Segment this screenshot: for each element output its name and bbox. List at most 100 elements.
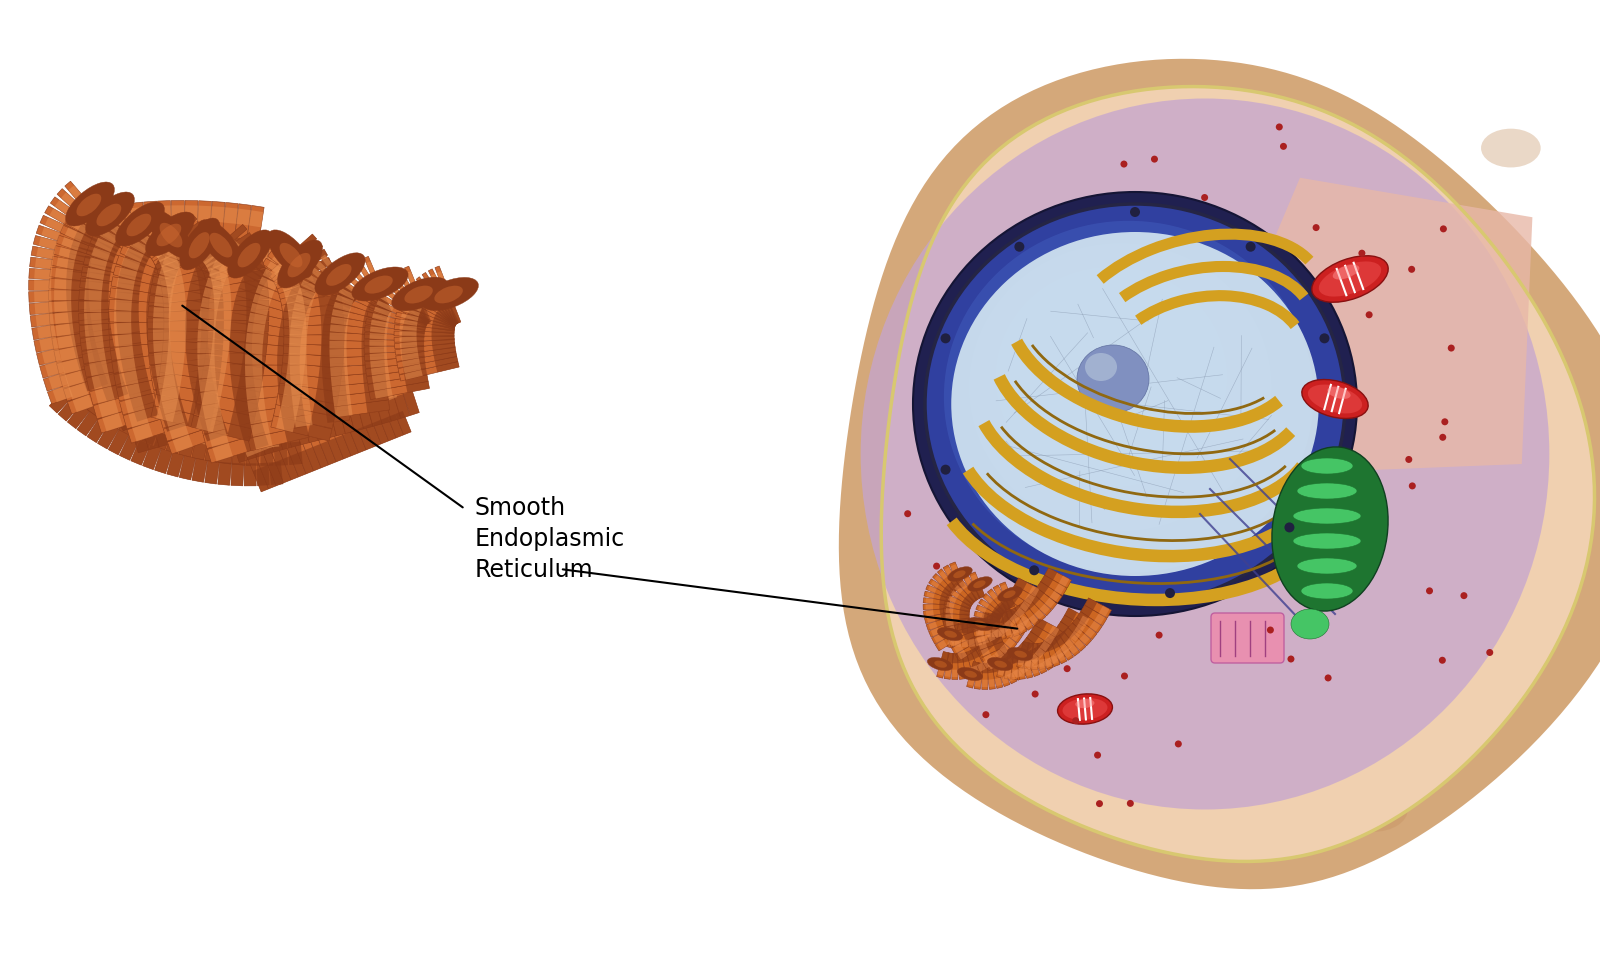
Polygon shape bbox=[130, 381, 166, 441]
Polygon shape bbox=[278, 244, 299, 299]
Polygon shape bbox=[186, 309, 208, 321]
Polygon shape bbox=[278, 336, 301, 348]
Polygon shape bbox=[218, 333, 230, 351]
Ellipse shape bbox=[968, 617, 992, 630]
Polygon shape bbox=[195, 295, 219, 355]
Polygon shape bbox=[979, 599, 1003, 617]
Polygon shape bbox=[166, 235, 222, 272]
Polygon shape bbox=[170, 320, 187, 331]
Polygon shape bbox=[104, 335, 142, 393]
Polygon shape bbox=[197, 342, 214, 354]
Polygon shape bbox=[64, 371, 125, 401]
Polygon shape bbox=[949, 630, 974, 647]
Polygon shape bbox=[211, 338, 230, 351]
Polygon shape bbox=[245, 464, 256, 486]
Polygon shape bbox=[149, 296, 210, 312]
Polygon shape bbox=[394, 361, 408, 380]
Polygon shape bbox=[40, 215, 98, 248]
Ellipse shape bbox=[280, 243, 302, 267]
Polygon shape bbox=[923, 603, 949, 609]
Polygon shape bbox=[206, 270, 267, 289]
Polygon shape bbox=[50, 279, 109, 292]
Polygon shape bbox=[203, 292, 227, 352]
Polygon shape bbox=[195, 335, 211, 356]
Polygon shape bbox=[280, 319, 304, 332]
Polygon shape bbox=[301, 241, 323, 260]
Polygon shape bbox=[48, 372, 109, 404]
Polygon shape bbox=[1040, 642, 1050, 653]
Polygon shape bbox=[403, 293, 456, 327]
Polygon shape bbox=[238, 366, 253, 386]
Polygon shape bbox=[322, 338, 344, 348]
Polygon shape bbox=[208, 309, 269, 321]
Polygon shape bbox=[99, 385, 118, 405]
Polygon shape bbox=[162, 345, 192, 404]
Polygon shape bbox=[1080, 633, 1090, 644]
Polygon shape bbox=[75, 366, 94, 386]
Polygon shape bbox=[117, 358, 136, 373]
Polygon shape bbox=[85, 191, 130, 242]
Polygon shape bbox=[67, 404, 90, 429]
Polygon shape bbox=[83, 312, 102, 332]
Polygon shape bbox=[218, 462, 232, 485]
Polygon shape bbox=[1085, 628, 1096, 638]
Polygon shape bbox=[205, 259, 264, 282]
Polygon shape bbox=[285, 346, 344, 356]
Polygon shape bbox=[238, 411, 254, 434]
Polygon shape bbox=[1014, 624, 1026, 634]
Polygon shape bbox=[944, 602, 970, 612]
Polygon shape bbox=[952, 583, 974, 604]
Polygon shape bbox=[157, 347, 173, 371]
Polygon shape bbox=[200, 390, 219, 405]
Polygon shape bbox=[77, 385, 99, 409]
Polygon shape bbox=[402, 325, 426, 335]
Polygon shape bbox=[122, 257, 146, 273]
Polygon shape bbox=[242, 353, 266, 367]
Polygon shape bbox=[205, 331, 219, 355]
Polygon shape bbox=[322, 414, 336, 438]
Polygon shape bbox=[402, 358, 419, 367]
Polygon shape bbox=[445, 303, 459, 324]
Polygon shape bbox=[158, 257, 218, 281]
Ellipse shape bbox=[994, 660, 1006, 668]
Polygon shape bbox=[109, 365, 128, 386]
Polygon shape bbox=[403, 391, 419, 415]
Polygon shape bbox=[362, 348, 384, 357]
Polygon shape bbox=[277, 374, 301, 386]
Polygon shape bbox=[272, 259, 288, 275]
Polygon shape bbox=[274, 404, 334, 428]
Polygon shape bbox=[246, 310, 269, 321]
Polygon shape bbox=[226, 362, 242, 387]
Polygon shape bbox=[66, 370, 85, 387]
Polygon shape bbox=[266, 314, 286, 375]
Polygon shape bbox=[157, 374, 176, 388]
Polygon shape bbox=[1005, 610, 1014, 622]
Polygon shape bbox=[184, 414, 200, 438]
Polygon shape bbox=[291, 320, 309, 330]
Polygon shape bbox=[141, 296, 158, 314]
Polygon shape bbox=[93, 389, 155, 419]
Polygon shape bbox=[38, 336, 58, 351]
Polygon shape bbox=[187, 358, 211, 372]
Polygon shape bbox=[403, 321, 426, 332]
Polygon shape bbox=[162, 392, 179, 417]
Polygon shape bbox=[374, 291, 429, 326]
Polygon shape bbox=[222, 281, 253, 342]
Ellipse shape bbox=[392, 278, 448, 310]
Polygon shape bbox=[42, 227, 61, 241]
Polygon shape bbox=[245, 268, 267, 286]
Polygon shape bbox=[154, 340, 171, 352]
Polygon shape bbox=[205, 298, 218, 316]
Polygon shape bbox=[1080, 605, 1093, 617]
Ellipse shape bbox=[861, 98, 1549, 810]
Polygon shape bbox=[208, 245, 222, 261]
Polygon shape bbox=[171, 228, 226, 267]
Polygon shape bbox=[202, 321, 224, 332]
Polygon shape bbox=[243, 270, 267, 281]
Polygon shape bbox=[301, 299, 322, 361]
Polygon shape bbox=[398, 356, 458, 374]
Polygon shape bbox=[83, 344, 104, 368]
Polygon shape bbox=[205, 416, 226, 433]
Polygon shape bbox=[86, 361, 131, 415]
Polygon shape bbox=[970, 641, 981, 653]
